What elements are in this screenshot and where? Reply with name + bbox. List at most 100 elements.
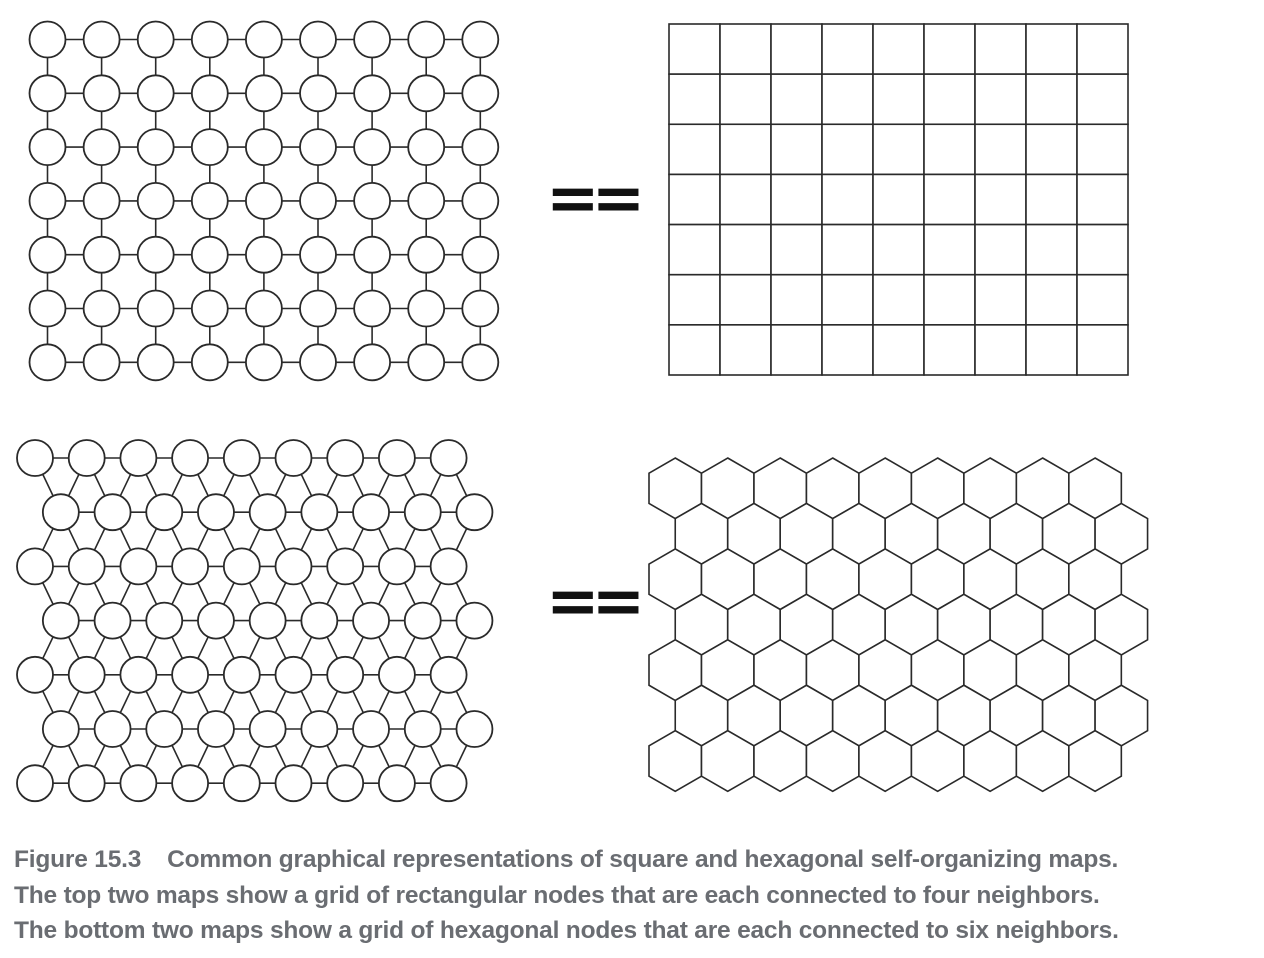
- node-circle: [299, 343, 337, 382]
- square-node-map: [28, 20, 500, 382]
- node-circle: [93, 601, 132, 640]
- grid-cell: [1076, 73, 1129, 126]
- node-circle: [16, 764, 54, 803]
- node-circle: [407, 128, 446, 167]
- node-circle: [244, 343, 283, 382]
- grid-cell: [770, 23, 823, 75]
- grid-cell: [719, 273, 772, 326]
- grid-cell: [872, 23, 925, 75]
- node-circle: [136, 20, 175, 59]
- som-grids-diagram: [16, 20, 1149, 803]
- node-circle: [67, 655, 106, 694]
- node-circle: [82, 128, 121, 167]
- grid-cell: [668, 324, 721, 376]
- node-circle: [119, 655, 158, 694]
- equals-sign-top: ==: [546, 162, 645, 236]
- grid-cell: [974, 23, 1027, 75]
- node-circle: [67, 439, 106, 477]
- node-circle: [299, 74, 337, 113]
- node-circle: [326, 547, 365, 586]
- node-circle: [244, 181, 283, 220]
- node-circle: [16, 439, 54, 477]
- node-circle: [171, 547, 210, 586]
- node-circle: [461, 74, 500, 113]
- node-circle: [353, 128, 392, 167]
- node-circle: [28, 20, 67, 59]
- node-circle: [274, 764, 313, 803]
- grid-cell: [923, 223, 976, 276]
- node-circle: [274, 547, 313, 586]
- node-circle: [407, 235, 446, 274]
- node-circle: [41, 601, 80, 640]
- node-circle: [93, 493, 132, 532]
- node-circle: [429, 764, 468, 803]
- node-circle: [461, 181, 500, 220]
- node-circle: [353, 74, 392, 113]
- grid-cell: [668, 173, 721, 226]
- node-circle: [461, 343, 500, 382]
- node-circle: [353, 289, 392, 328]
- grid-cell: [1025, 273, 1078, 326]
- grid-cell: [974, 223, 1027, 276]
- node-circle: [407, 74, 446, 113]
- grid-cell: [770, 223, 823, 276]
- node-circle: [145, 493, 184, 532]
- grid-cell: [821, 173, 874, 226]
- node-circle: [407, 289, 446, 328]
- node-circle: [190, 181, 229, 220]
- node-circle: [244, 74, 283, 113]
- node-circle: [41, 710, 80, 748]
- grid-cell: [821, 23, 874, 75]
- grid-cell: [1025, 223, 1078, 276]
- node-circle: [244, 289, 283, 328]
- grid-cell: [974, 73, 1027, 126]
- grid-cell: [770, 173, 823, 226]
- node-circle: [222, 547, 261, 586]
- grid-cell: [974, 123, 1027, 176]
- grid-cell: [668, 23, 721, 75]
- node-circle: [190, 343, 229, 382]
- node-circle: [461, 289, 500, 328]
- node-circle: [28, 235, 67, 274]
- node-circle: [222, 655, 261, 694]
- node-circle: [403, 710, 442, 748]
- grid-cell: [974, 273, 1027, 326]
- node-circle: [244, 235, 283, 274]
- node-circle: [82, 343, 121, 382]
- node-circle: [171, 764, 210, 803]
- node-circle: [197, 710, 235, 748]
- grid-cell: [1076, 23, 1129, 75]
- node-circle: [136, 74, 175, 113]
- grid-cell: [923, 324, 976, 376]
- node-circle: [407, 20, 446, 59]
- caption-title: Common graphical representations of squa…: [167, 846, 1119, 873]
- node-circle: [197, 493, 235, 532]
- node-circle: [136, 289, 175, 328]
- node-circle: [248, 601, 287, 640]
- figure-caption: Figure 15.3 Common graphical representati…: [14, 842, 1254, 949]
- grid-cell: [821, 324, 874, 376]
- node-circle: [352, 601, 390, 640]
- hexagonal-node-map: [16, 439, 494, 803]
- node-circle: [300, 710, 339, 748]
- grid-cell: [974, 324, 1027, 376]
- node-circle: [455, 710, 494, 748]
- grid-cell: [872, 324, 925, 376]
- equals-sign-bottom: ==: [546, 565, 645, 639]
- node-circle: [190, 289, 229, 328]
- grid-cell: [923, 23, 976, 75]
- node-circle: [248, 710, 287, 748]
- node-circle: [455, 601, 494, 640]
- grid-cell: [668, 73, 721, 126]
- grid-cell: [719, 73, 772, 126]
- node-circle: [190, 128, 229, 167]
- grid-cell: [719, 223, 772, 276]
- grid-cell: [1076, 273, 1129, 326]
- grid-cell: [1025, 173, 1078, 226]
- grid-cell: [668, 273, 721, 326]
- grid-cell: [923, 123, 976, 176]
- node-circle: [352, 493, 390, 532]
- node-circle: [28, 181, 67, 220]
- grid-cell: [719, 324, 772, 376]
- node-circle: [222, 764, 261, 803]
